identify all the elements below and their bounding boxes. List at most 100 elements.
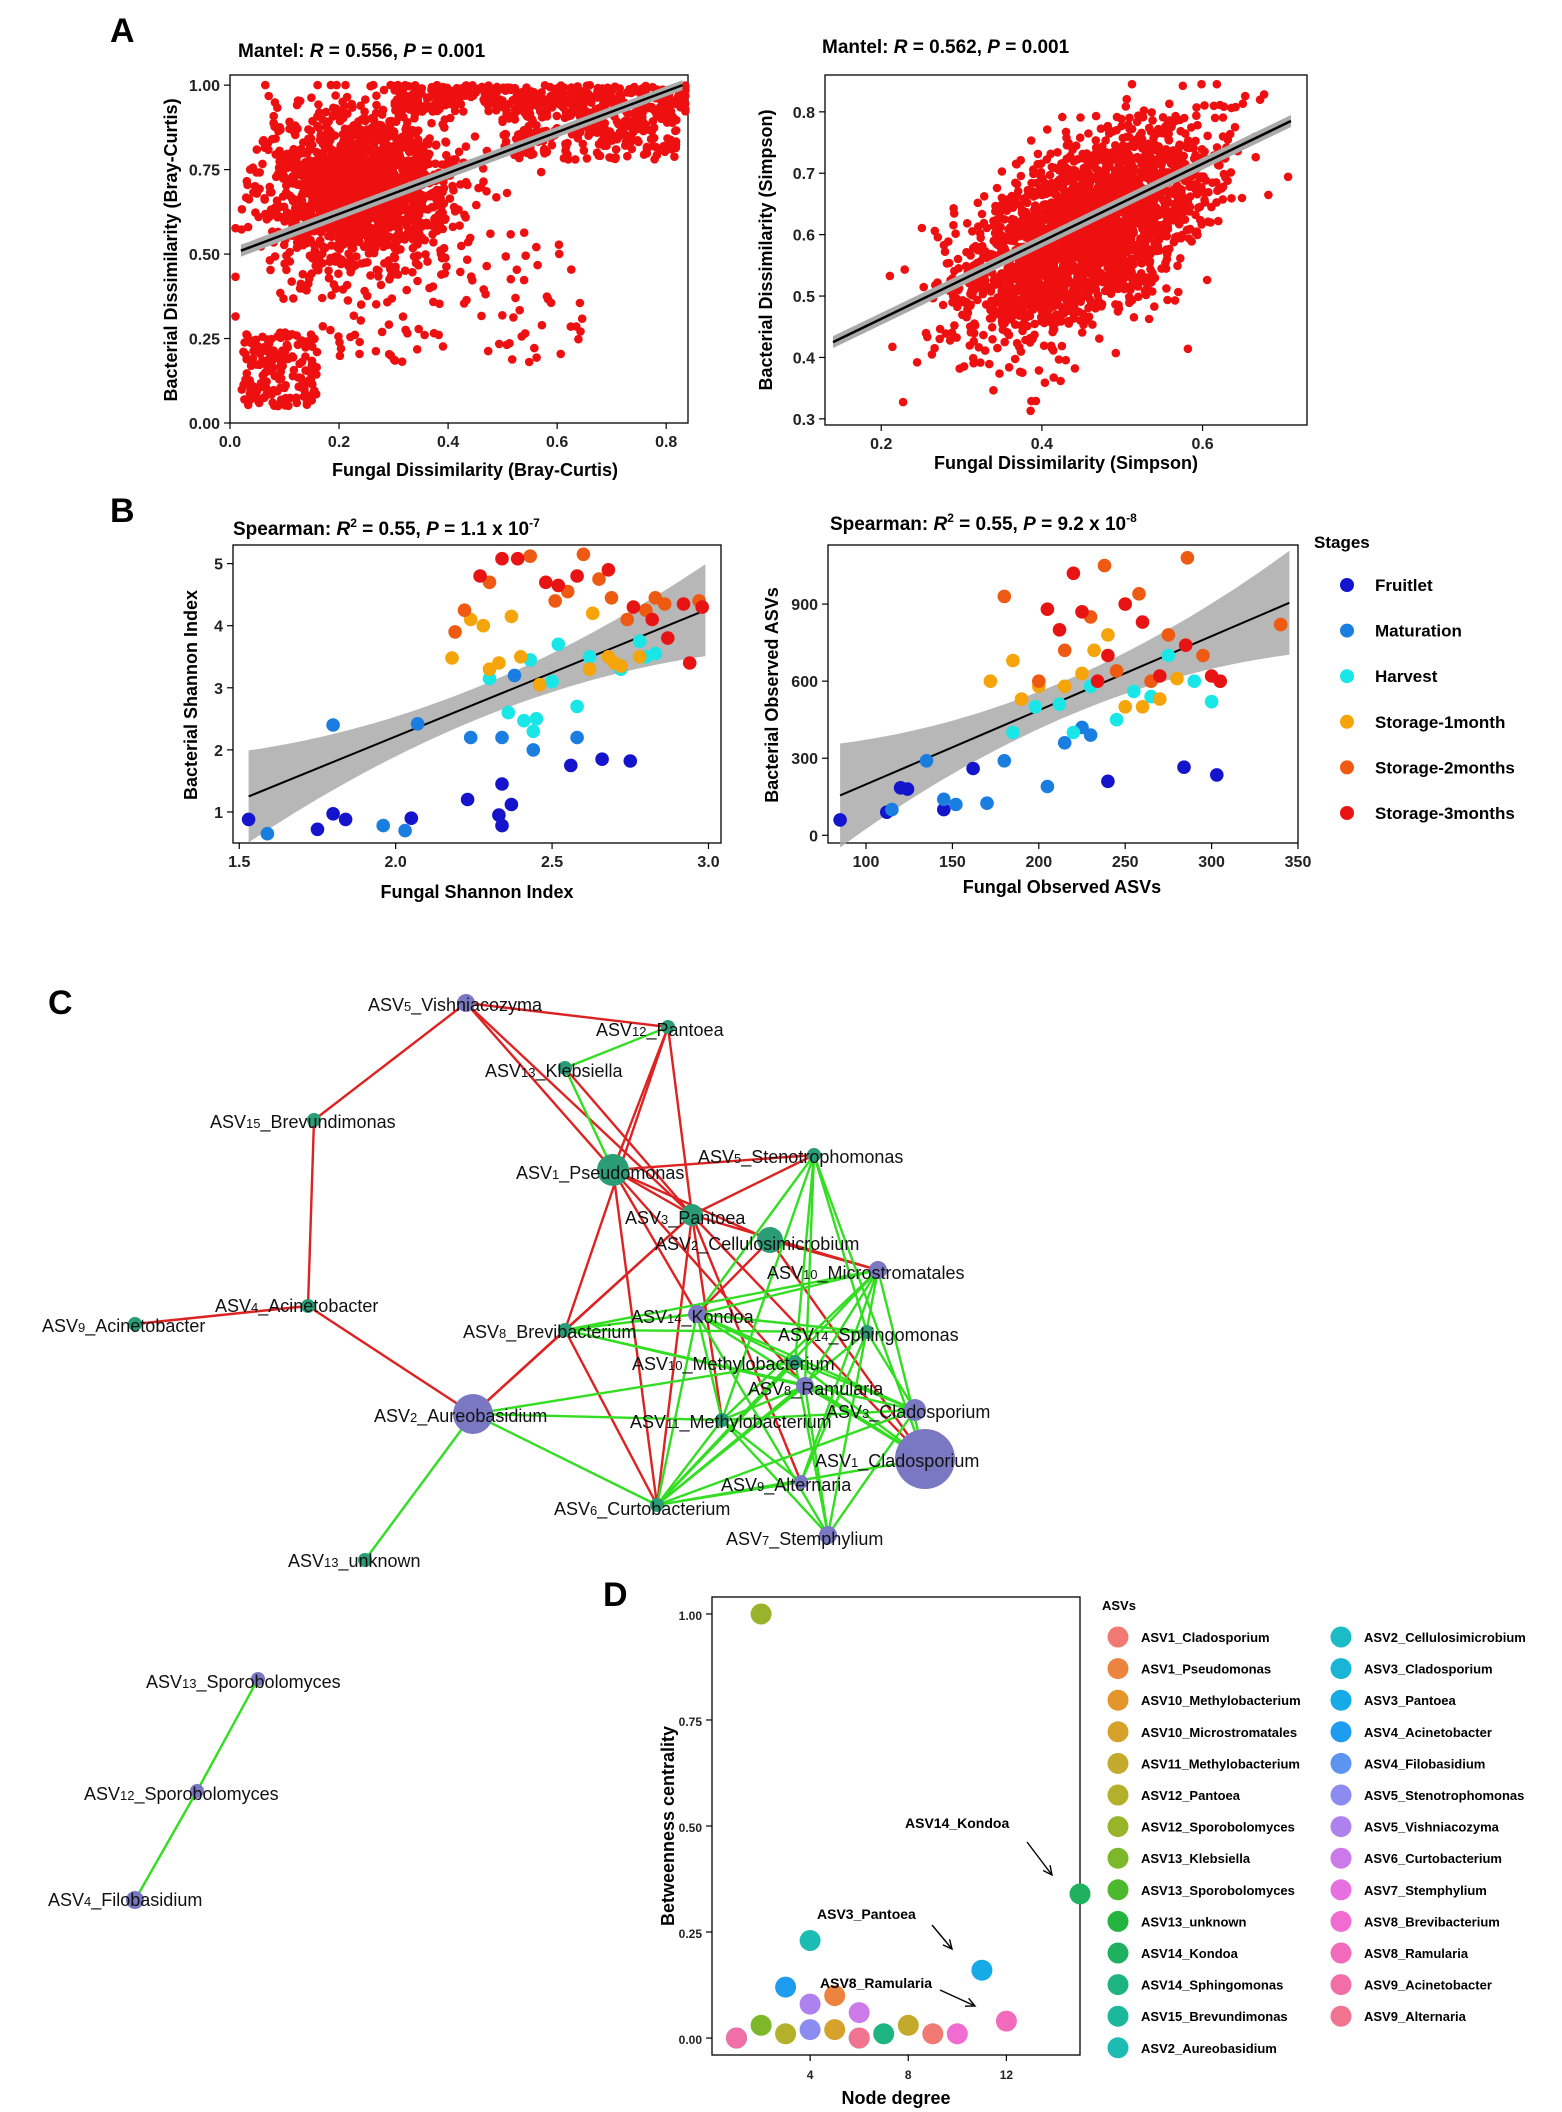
scatter-point	[1133, 253, 1142, 262]
scatter-point	[1105, 190, 1115, 199]
scatter-point	[1137, 128, 1146, 138]
scatter-point	[888, 342, 897, 352]
scatter-point	[368, 113, 377, 123]
scatter-point	[321, 107, 331, 117]
scatter-point	[498, 115, 507, 124]
scatter-point	[242, 176, 252, 186]
scatter-point	[484, 81, 493, 90]
scatter-point	[237, 385, 247, 394]
scatter-point	[465, 233, 475, 243]
scatter-point	[374, 272, 383, 281]
scatter-point	[506, 230, 515, 239]
scatter-point	[372, 91, 381, 100]
scatter-point	[1047, 198, 1056, 207]
scatter-point	[237, 205, 247, 214]
scatter-point	[1010, 354, 1020, 364]
scatter-point	[1036, 269, 1045, 279]
scatter-point	[396, 245, 405, 254]
scatter-point	[448, 181, 457, 191]
scatter-point	[1077, 328, 1087, 337]
scatter-point	[1076, 236, 1085, 245]
scatter-point	[1075, 133, 1085, 142]
scatter-point	[1027, 396, 1036, 406]
scatter-point	[412, 156, 421, 166]
scatter-point	[992, 222, 1002, 231]
scatter-point	[265, 212, 274, 222]
scatter-point	[398, 312, 408, 321]
scatter-point	[352, 171, 362, 180]
scatter-point	[674, 91, 683, 100]
x-tick-label: 0.6	[546, 434, 568, 451]
scatter-point	[379, 206, 388, 215]
scatter-point	[1230, 122, 1240, 132]
scatter-point	[583, 89, 593, 98]
scatter-point	[413, 251, 423, 260]
scatter-point	[634, 137, 643, 147]
scatter-point	[988, 335, 997, 344]
scatter-point	[355, 349, 364, 359]
scatter-point	[1165, 99, 1174, 109]
scatter-point	[665, 102, 674, 111]
scatter-point	[1158, 113, 1168, 122]
scatter-point	[953, 254, 963, 264]
scatter-point	[523, 111, 533, 120]
scatter-point	[1058, 112, 1067, 122]
scatter-point	[1054, 355, 1064, 364]
scatter-point	[623, 151, 632, 161]
scatter-point	[540, 149, 549, 158]
scatter-point	[240, 338, 249, 347]
scatter-point	[532, 353, 541, 362]
scatter-point	[522, 83, 531, 92]
scatter-point	[479, 177, 488, 186]
scatter-point	[481, 289, 490, 299]
scatter-point	[1070, 364, 1080, 373]
scatter-point	[1091, 136, 1101, 145]
scatter-point	[1197, 145, 1207, 154]
scatter-point	[642, 144, 652, 154]
scatter-point	[933, 232, 943, 242]
scatter-point	[1000, 337, 1009, 347]
scatter-point	[1125, 244, 1135, 253]
scatter-point	[949, 220, 958, 230]
scatter-point	[423, 257, 432, 266]
scatter-point	[1173, 261, 1182, 271]
scatter-point	[1079, 154, 1088, 163]
scatter-point	[278, 192, 288, 201]
scatter-point	[1141, 162, 1150, 171]
scatter-point	[611, 145, 621, 154]
scatter-point	[289, 144, 299, 154]
scatter-point	[1176, 153, 1185, 162]
scatter-point	[294, 373, 303, 382]
scatter-point	[318, 322, 328, 331]
scatter-point	[1075, 196, 1085, 205]
scatter-point	[364, 249, 374, 258]
scatter-point	[965, 322, 975, 331]
scatter-point	[1140, 143, 1150, 152]
scatter-point	[975, 229, 985, 238]
scatter-point	[368, 135, 378, 144]
scatter-point	[1227, 194, 1236, 203]
scatter-point	[307, 93, 316, 102]
scatter-point	[1176, 253, 1185, 263]
chart-a1: Mantel: R = 0.556, P = 0.001 0.0 0.2 0.4 0.…	[161, 41, 690, 480]
scatter-point	[1004, 235, 1014, 245]
scatter-point	[349, 192, 359, 201]
scatter-point	[258, 356, 267, 365]
scatter-point	[394, 223, 404, 233]
scatter-point	[1144, 314, 1154, 324]
scatter-point	[288, 194, 298, 203]
scatter-point	[955, 364, 964, 373]
scatter-point	[526, 150, 536, 160]
scatter-point	[425, 283, 434, 293]
scatter-point	[667, 144, 676, 154]
scatter-point	[1056, 376, 1065, 386]
scatter-point	[588, 127, 597, 137]
scatter-point	[1025, 338, 1035, 347]
scatter-point	[1152, 144, 1162, 153]
scatter-point	[427, 202, 437, 212]
scatter-point	[1186, 141, 1196, 150]
scatter-point	[412, 345, 422, 354]
scatter-point	[287, 277, 297, 286]
scatter-point	[378, 230, 388, 239]
scatter-point	[602, 141, 611, 150]
